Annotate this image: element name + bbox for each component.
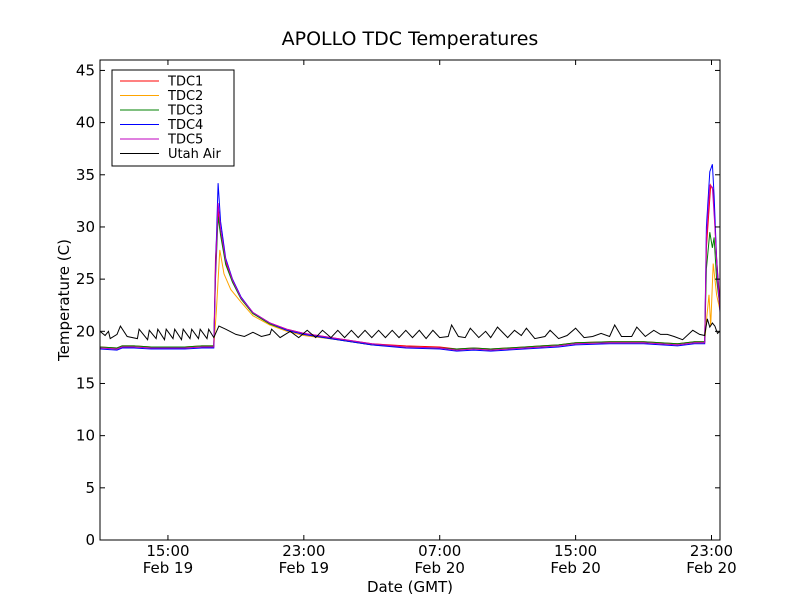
plot-frame <box>99 59 721 541</box>
series-line-utah-air <box>99 318 721 342</box>
x-tick-label-time: 23:00 <box>282 542 325 560</box>
legend-label-tdc1: TDC1 <box>167 75 203 90</box>
x-tick-label-date: Feb 19 <box>143 559 193 577</box>
legend-label-tdc4: TDC4 <box>167 118 203 133</box>
x-tick-label-time: 15:00 <box>554 542 597 560</box>
y-axis-label: Temperature (C) <box>55 239 73 362</box>
x-tick-label-date: Feb 20 <box>686 559 736 577</box>
x-tick-label-date: Feb 19 <box>279 559 329 577</box>
y-tick-label: 45 <box>76 61 95 79</box>
legend-box <box>111 69 235 167</box>
x-tick-label-time: 23:00 <box>690 542 733 560</box>
y-tick-label: 25 <box>76 270 95 288</box>
y-tick-label: 0 <box>85 531 95 549</box>
y-axis-ticks: 0 5 10 15 20 25 30 35 40 45 <box>76 61 720 549</box>
x-axis-label: Date (GMT) <box>367 578 453 596</box>
y-tick-label: 20 <box>76 322 95 340</box>
series-layer <box>99 164 721 352</box>
series-line-tdc5 <box>99 184 721 351</box>
y-tick-label: 5 <box>85 479 95 497</box>
legend-label-tdc3: TDC3 <box>167 104 203 119</box>
legend-label-tdc5: TDC5 <box>167 133 203 148</box>
legend-label-tdc2: TDC2 <box>167 89 203 104</box>
y-tick-label: 10 <box>76 427 95 445</box>
y-tick-label: 30 <box>76 218 95 236</box>
x-tick-label-time: 07:00 <box>418 542 461 560</box>
chart-title: APOLLO TDC Temperatures <box>282 28 539 50</box>
y-tick-label: 40 <box>76 114 95 132</box>
legend-label-utah-air: Utah Air <box>168 147 221 162</box>
y-tick-label: 35 <box>76 166 95 184</box>
y-tick-label: 15 <box>76 374 95 392</box>
x-tick-label-date: Feb 20 <box>415 559 465 577</box>
x-tick-label-date: Feb 20 <box>550 559 600 577</box>
x-tick-label-time: 15:00 <box>146 542 189 560</box>
series-line-tdc4 <box>99 164 721 352</box>
